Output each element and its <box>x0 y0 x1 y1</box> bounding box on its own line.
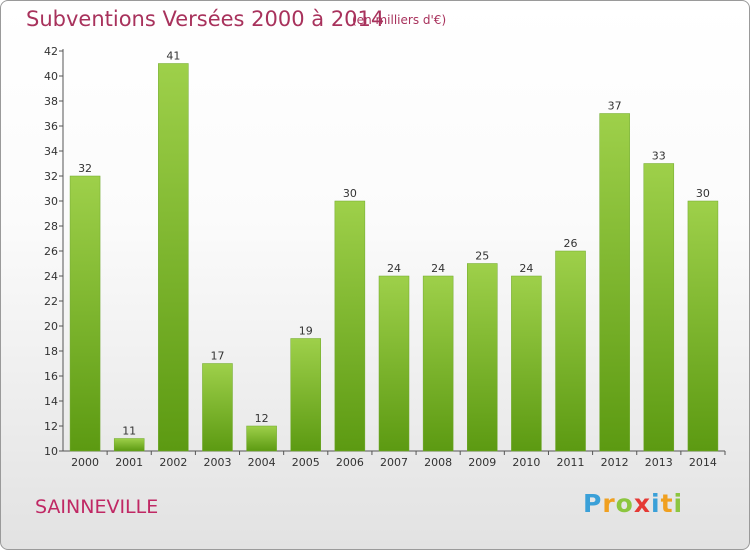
data-label: 33 <box>652 150 666 163</box>
y-tick-label: 10 <box>44 445 58 458</box>
y-tick-label: 20 <box>44 320 58 333</box>
x-tick-label: 2012 <box>601 456 629 469</box>
chart-subtitle: (en milliers d'€) <box>352 13 447 27</box>
data-label: 37 <box>608 100 622 113</box>
x-tick-label: 2010 <box>512 456 540 469</box>
y-tick: 18 <box>44 345 63 358</box>
bar <box>290 338 321 452</box>
y-tick: 26 <box>44 245 63 258</box>
bar <box>467 263 498 452</box>
y-tick: 38 <box>44 95 63 108</box>
y-tick: 34 <box>44 145 63 158</box>
y-tick: 24 <box>44 270 63 283</box>
y-tick-label: 12 <box>44 420 58 433</box>
bar <box>378 275 410 452</box>
bar <box>643 163 675 452</box>
logo-letter: t <box>660 489 674 518</box>
data-label: 11 <box>122 425 136 438</box>
data-label: 41 <box>166 50 180 63</box>
logo-letter: i <box>673 489 684 518</box>
y-tick-label: 14 <box>44 395 58 408</box>
bar <box>687 200 719 452</box>
y-tick-label: 30 <box>44 195 58 208</box>
y-tick: 20 <box>44 320 63 333</box>
data-label: 19 <box>299 325 313 338</box>
x-tick-label: 2006 <box>336 456 364 469</box>
bar <box>158 63 189 452</box>
x-tick-label: 2007 <box>380 456 408 469</box>
bar <box>69 175 101 452</box>
data-label: 24 <box>431 262 445 275</box>
bar <box>422 275 454 452</box>
data-label: 24 <box>519 262 533 275</box>
y-tick-label: 24 <box>44 270 58 283</box>
y-tick: 32 <box>44 170 63 183</box>
y-tick-label: 42 <box>44 45 58 58</box>
data-label: 17 <box>210 350 224 363</box>
y-tick-label: 34 <box>44 145 58 158</box>
bar <box>599 113 630 452</box>
data-label: 26 <box>564 237 578 250</box>
y-tick-label: 32 <box>44 170 58 183</box>
x-tick-label: 2011 <box>557 456 585 469</box>
logo-letter: o <box>615 489 634 518</box>
x-tick-label: 2003 <box>203 456 231 469</box>
y-tick: 16 <box>44 370 63 383</box>
y-tick: 14 <box>44 395 63 408</box>
y-tick: 42 <box>44 45 63 58</box>
logo-letter: x <box>633 489 651 518</box>
data-label: 30 <box>343 187 357 200</box>
y-tick: 30 <box>44 195 63 208</box>
bar <box>113 438 145 452</box>
y-tick-label: 40 <box>44 70 58 83</box>
data-label: 12 <box>255 412 269 425</box>
data-label: 30 <box>696 187 710 200</box>
bars-group <box>69 63 719 452</box>
x-tick-label: 2008 <box>424 456 452 469</box>
x-tick-label: 2009 <box>468 456 496 469</box>
y-tick: 36 <box>44 120 63 133</box>
x-tick-label: 2013 <box>645 456 673 469</box>
bar <box>334 200 366 452</box>
y-tick-label: 38 <box>44 95 58 108</box>
bar <box>202 363 233 452</box>
y-tick-label: 22 <box>44 295 58 308</box>
bar <box>555 250 586 452</box>
y-tick: 28 <box>44 220 63 233</box>
y-tick-label: 36 <box>44 120 58 133</box>
logo-letter: P <box>583 489 603 518</box>
y-tick-label: 28 <box>44 220 58 233</box>
logo-letter: i <box>651 489 661 518</box>
y-tick-label: 18 <box>44 345 58 358</box>
proxiti-logo: Proxiti <box>583 489 683 518</box>
y-tick: 40 <box>44 70 63 83</box>
y-tick-label: 16 <box>44 370 58 383</box>
place-name: SAINNEVILLE <box>35 496 159 518</box>
data-label: 25 <box>475 250 489 263</box>
x-tick-label: 2004 <box>248 456 276 469</box>
x-tick-label: 2005 <box>292 456 320 469</box>
labels-group: 2000 32 2001 11 2002 41 2003 17 2004 12 2005 19 2006… <box>71 50 717 470</box>
y-tick-label: 26 <box>44 245 58 258</box>
logo-letter: r <box>602 489 616 518</box>
y-tick: 12 <box>44 420 63 433</box>
data-label: 24 <box>387 262 401 275</box>
bar <box>511 275 542 452</box>
bar <box>246 425 277 452</box>
chart-title: Subventions Versées 2000 à 2014 <box>26 7 385 31</box>
axes-group: 10 12 14 16 18 20 22 24 26 28 30 32 34 36 38 40 42 <box>44 45 726 458</box>
y-tick: 10 <box>44 445 63 458</box>
x-tick-label: 2001 <box>115 456 143 469</box>
x-tick-label: 2014 <box>689 456 717 469</box>
x-tick-label: 2002 <box>159 456 187 469</box>
data-label: 32 <box>78 162 92 175</box>
y-tick: 22 <box>44 295 63 308</box>
x-tick-label: 2000 <box>71 456 99 469</box>
